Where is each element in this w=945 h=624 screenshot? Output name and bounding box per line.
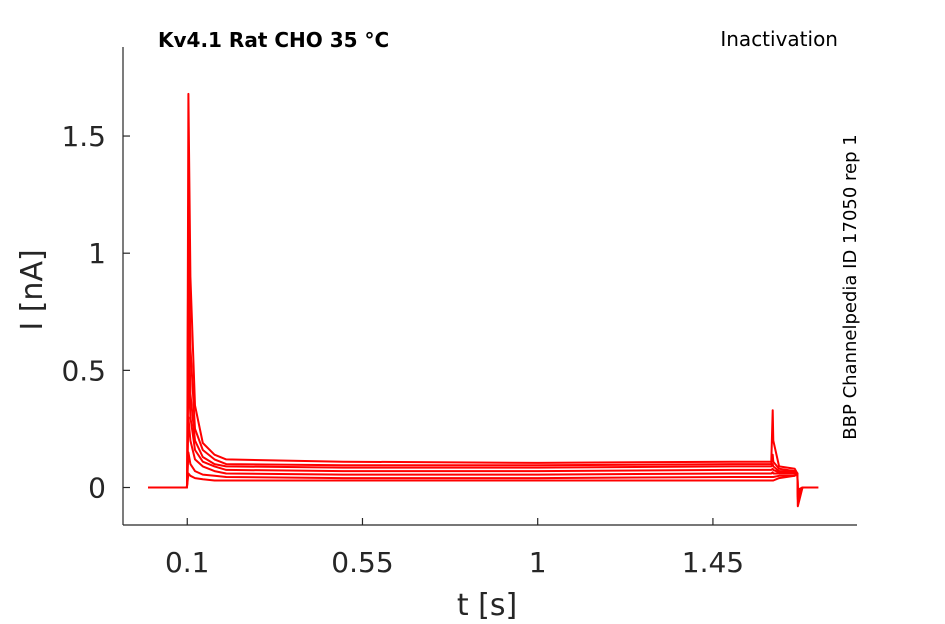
chart-title: Kv4.1 Rat CHO 35 °C [158,28,389,52]
x-tick-label: 0.55 [331,546,393,579]
current-trace-2 [148,205,819,501]
y-tick-label: 1 [88,237,106,270]
x-ticks: 0.1 0.55 1 1.45 [165,518,744,579]
y-tick-label: 0 [88,472,106,505]
x-tick-label: 1.45 [682,546,744,579]
recording-id-label: BBP Channelpedia ID 17050 rep 1 [840,134,861,439]
trace-group [148,92,819,508]
y-tick-label: 1.5 [61,120,106,153]
y-axis-title: I [nA] [15,249,50,330]
y-tick-label: 0.5 [61,354,106,387]
current-trace-3 [148,299,819,498]
x-tick-label: 0.1 [165,546,210,579]
current-trace-1 [148,92,819,508]
x-tick-label: 1 [529,546,547,579]
current-trace-7 [148,472,819,491]
chart-subtitle: Inactivation [720,27,838,51]
y-ticks: 0 0.5 1 1.5 [61,120,130,505]
x-axis-title: t [s] [457,588,517,623]
current-trace-4 [148,369,819,496]
